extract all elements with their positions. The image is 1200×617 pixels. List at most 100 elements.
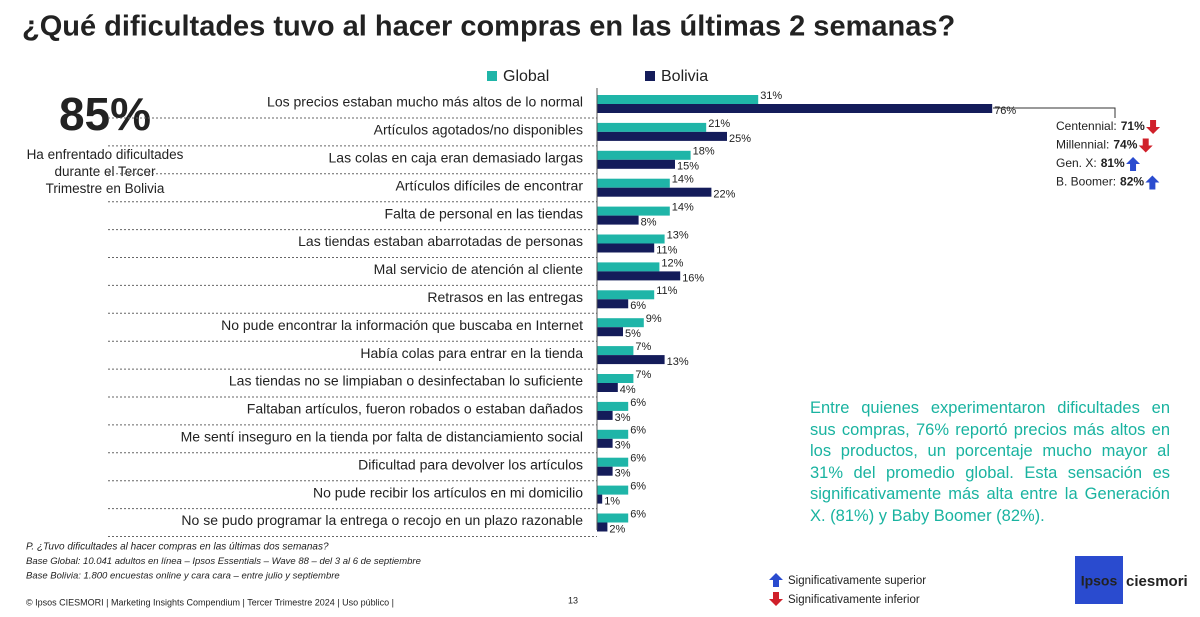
value-label: 6% [630,481,646,493]
highlight-text: Ha enfrentado dificultades durante el Ter… [27,147,184,196]
value-label: 3% [615,468,631,480]
bar [597,485,629,495]
segment-label: Centennial: 71% [1056,119,1145,133]
legend-swatch [645,71,655,81]
value-label: 15% [677,161,699,173]
value-label: 9% [646,313,662,325]
bar [597,457,629,467]
value-label: 3% [615,440,631,452]
category-label: No pude recibir los artículos en mi domi… [313,484,583,500]
value-label: 6% [630,425,646,437]
chart-title: ¿Qué dificultades tuvo al hacer compras … [22,11,955,43]
value-label: 12% [661,257,683,269]
significance-arrow [769,592,783,606]
logo-partner: ciesmori [1126,573,1188,590]
category-label: Las tiendas estaban abarrotadas de perso… [298,233,583,249]
value-label: 31% [760,90,782,102]
category-label: Las tiendas no se limpiaban o desinfecta… [229,373,583,389]
category-label: Retrasos en las entregas [427,289,583,305]
value-label: 6% [630,397,646,409]
value-label: 18% [693,146,715,158]
bar [597,206,670,216]
value-label: 16% [682,272,704,284]
value-label: 6% [630,508,646,520]
value-label: 4% [620,384,636,396]
bar [597,401,629,411]
category-label: No se pudo programar la entrega o recojo… [181,512,583,528]
segment-name: B. Boomer: [1056,175,1116,189]
value-label: 76% [994,105,1016,117]
category-label: Falta de personal en las tiendas [385,205,583,221]
bar [597,215,639,225]
bar [597,410,613,420]
value-label: 11% [656,244,677,256]
category-label: Me sentí inseguro en la tienda por falta… [181,429,583,445]
callout-line [993,107,1116,118]
segment-label: Millennial: 74% [1056,138,1138,152]
trend-arrow [1126,157,1141,171]
category-label: Faltaban artículos, fueron robados o est… [247,401,583,417]
segment-value: 74% [1113,138,1137,152]
bar [597,234,665,244]
bar [597,271,681,281]
bar [597,299,629,309]
significance-label: Significativamente superior [788,575,926,587]
category-label: Dificultad para devolver los artículos [358,456,583,472]
bar [597,346,634,356]
bar [597,122,707,132]
value-label: 2% [609,523,625,535]
significance-label: Significativamente inferior [788,594,920,606]
value-label: 14% [672,174,694,186]
segment-label: Gen. X: 81% [1056,156,1125,170]
segment-label: B. Boomer: 82% [1056,175,1144,189]
bar [597,150,691,160]
bar [597,262,660,272]
footnote: Base Bolivia: 1.800 encuestas online y c… [26,571,340,582]
bar [597,429,629,439]
value-label: 7% [635,369,651,381]
bar [597,383,618,392]
category-label: Mal servicio de atención al cliente [374,261,584,277]
value-label: 11% [656,285,677,297]
value-label: 6% [630,300,646,312]
bar [597,494,603,504]
bar [597,290,655,300]
value-label: 6% [630,453,646,465]
bar [597,522,608,532]
value-label: 5% [625,328,641,340]
bar [597,178,670,188]
bar [597,513,629,523]
value-label: 21% [708,118,730,130]
bar [597,131,727,141]
value-label: 13% [667,229,689,241]
value-label: 8% [641,217,657,229]
footer: © Ipsos CIESMORI | Marketing Insights Co… [26,597,394,607]
segment-value: 82% [1120,175,1144,189]
value-label: 13% [667,356,689,368]
trend-arrow [1145,175,1160,190]
segment-name: Millennial: [1056,138,1109,152]
legend-swatch [487,71,497,81]
logo-box [1075,556,1123,604]
value-label: 14% [672,202,694,214]
category-label: Los precios estaban mucho más altos de l… [267,94,583,110]
significance-arrow [769,573,783,587]
trend-arrow [1146,120,1161,134]
footnote: Base Global: 10.041 adultos en línea – I… [26,556,421,567]
logo-brand: Ipsos [1081,573,1118,589]
bar [597,355,665,365]
bar [597,243,655,253]
trend-arrow [1138,138,1153,153]
bar [597,374,634,383]
highlight-value: 85% [59,88,151,140]
bar [597,159,675,169]
footnote: P. ¿Tuvo dificultades al hacer compras e… [26,542,329,553]
bar [597,95,759,104]
segment-value: 81% [1101,156,1125,170]
value-label: 22% [713,189,735,201]
category-label: Había colas para entrar en la tienda [360,345,583,361]
value-label: 3% [615,412,631,424]
segment-value: 71% [1121,119,1145,133]
